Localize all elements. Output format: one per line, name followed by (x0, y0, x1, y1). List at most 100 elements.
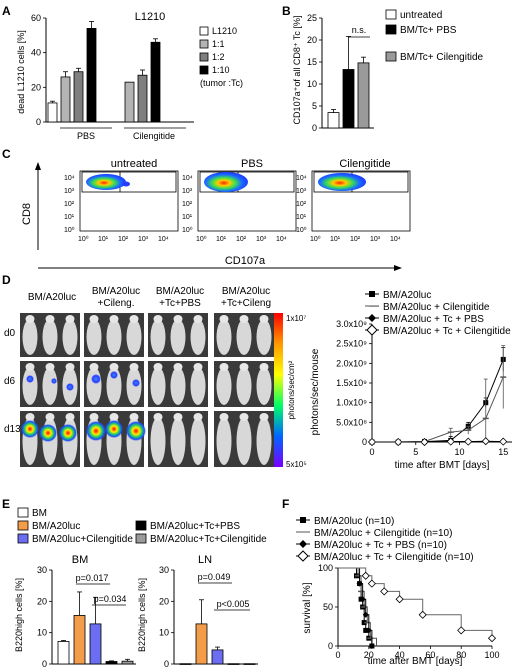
panel-d-point-3 (367, 437, 377, 447)
panel-b-ytick: 0 (312, 123, 317, 133)
panel-a-legend-1-2: 1:2 (212, 52, 225, 62)
mouse-head (259, 315, 269, 323)
c1-xtick-0: 10⁰ (78, 235, 89, 243)
panel-e-bm-bar-3 (105, 661, 118, 665)
panel-b-legend-cileng: BM/Tc+ Cilengitide (400, 52, 484, 63)
c2-xtick-4: 10⁴ (276, 236, 287, 243)
panel-a-legend-note: (tumor :Tc) (200, 78, 243, 88)
f-legend: BM/A20luc (n=10) BM/A20luc + Cilengitide… (296, 516, 474, 563)
c2-xtick-3: 10³ (256, 236, 267, 243)
mouse-body (256, 319, 272, 355)
panel-f-series-line-1 (338, 567, 377, 646)
c3-xtick-0: 10⁰ (310, 235, 321, 243)
mouse-head (193, 413, 203, 421)
mouse-head (153, 315, 163, 323)
mouse-body (216, 417, 232, 465)
c2-ytick-1: 10³ (182, 188, 193, 195)
panel-label-a: A (2, 4, 11, 18)
panel-f-ytick: 0 (328, 641, 333, 651)
panel-e-ln-ytick: 30 (159, 565, 169, 575)
panel-f-point-2 (359, 596, 366, 603)
panel-f-point-3 (418, 610, 427, 619)
luminescence-signal (59, 424, 77, 442)
panel-label-e: E (2, 497, 10, 511)
luminescence-signal (132, 379, 140, 387)
panel-b-bar-2 (357, 62, 370, 129)
panel-b-legend-untreated: untreated (400, 10, 442, 21)
flow-plot-untreated: 10⁴ 10³ 10² 10¹ 10⁰ 10⁰ 10¹ 10² 10³ 10⁴ (64, 170, 179, 243)
flow-plot-cilengitide: 10⁴ 10³ 10² 10¹ 10⁰ 10⁰ 10¹ 10² 10³ 10⁴ (296, 170, 411, 243)
mouse-body (170, 417, 186, 465)
c3-ytick-2: 10² (296, 201, 307, 208)
luminescence-signal (110, 371, 118, 379)
e-legend-4: BM/A20luc+Tc+Cilengitide (150, 534, 267, 545)
panel-e-ln-bar-0 (179, 663, 192, 665)
mouse-body (190, 417, 206, 465)
panel-d-point-3 (446, 437, 455, 446)
mouse-body (22, 367, 38, 405)
luminescence-signal (91, 374, 101, 384)
mouse-head (219, 315, 229, 323)
e-legend-0: BM (32, 508, 47, 519)
mouse-head (219, 363, 229, 371)
d-row-d6: d6 (4, 376, 16, 387)
mouse-head (109, 315, 119, 323)
panel-a-ytick: 60 (31, 13, 41, 23)
c1-xtick-1: 10¹ (98, 236, 109, 243)
panel-a-bar-2-0 (73, 71, 84, 123)
panel-b-chart: CD107a⁺of all CD8⁺ Tc [%] 0 5 10 15 20 25 n.s… (292, 9, 484, 133)
panel-e-bm-bar-4 (121, 660, 134, 665)
panel-a-bar-1-0 (60, 76, 71, 123)
f-xlabel: time after BMT [days] (368, 656, 463, 667)
panel-f-point-0 (363, 627, 369, 633)
f-legend-2: BM/A20luc + Tc + PBS (n=10) (314, 540, 447, 551)
panel-d-xtick: 15 (498, 447, 508, 457)
panel-f-point-2 (356, 580, 363, 587)
mouse-body (86, 367, 102, 405)
mouse-body (150, 367, 166, 405)
panel-e-ln-ytick: 20 (159, 596, 169, 606)
c3-ytick-0: 10⁴ (296, 175, 307, 182)
mouse-body (42, 319, 58, 355)
panel-a-bar-0-0 (47, 102, 58, 123)
flow-population (86, 174, 126, 190)
mouse-head (173, 315, 183, 323)
panel-b-ytick: 20 (307, 35, 317, 45)
f-legend-marker-open-diamond (297, 550, 309, 562)
mouse-head (109, 363, 119, 371)
panel-a-chart: L1210 dead L1210 cells [%] 0 20 40 60 PBS C… (16, 11, 243, 141)
panel-a-ytick: 20 (31, 82, 41, 92)
e-legend-2: BM/A20luc+Cilengitide (32, 534, 133, 545)
d-scale-top: 1x10⁷ (286, 314, 306, 323)
panel-a-title: L1210 (135, 11, 166, 23)
panel-f-point-2 (368, 643, 375, 649)
d-ylabel: photons/sec/mouse (310, 348, 321, 435)
mouse-body (126, 319, 142, 355)
d-legend-marker-dash: — (369, 301, 379, 312)
mouse-head (173, 413, 183, 421)
panel-c-title-pbs: PBS (241, 158, 263, 170)
panel-d-point-3 (420, 437, 429, 447)
mouse-head (193, 315, 203, 323)
mouse-body (256, 417, 272, 465)
mouse-head (173, 363, 183, 371)
mouse-head (239, 413, 249, 421)
mouse-body (106, 319, 122, 355)
panel-b-ns-label: n.s. (352, 25, 367, 35)
d-col-label-2a: BM/A20luc (156, 286, 204, 297)
panel-d-ytick: 2.5x10⁹ (336, 339, 367, 349)
panel-e-bm-bar-2 (89, 623, 102, 665)
panel-e-bm-ytick: 0 (42, 659, 47, 668)
panel-d: BM/A20luc BM/A20luc +Cileng. BM/A20luc +… (4, 286, 512, 471)
panel-f-ytick: 50 (323, 602, 333, 612)
c3-ytick-3: 10¹ (296, 214, 307, 221)
panel-d-point-3 (481, 437, 490, 446)
panel-label-d: D (2, 273, 11, 287)
mouse-body (150, 417, 166, 465)
mouse-head (65, 315, 75, 323)
panel-d-point-3 (464, 437, 473, 446)
panel-a-group-cilengitide: Cilengitide (133, 131, 175, 141)
panel-a-ylabel: dead L1210 cells [%] (16, 30, 26, 114)
panel-f: BM/A20luc (n=10) BM/A20luc + Cilengitide… (296, 516, 500, 667)
mouse-body (256, 367, 272, 405)
